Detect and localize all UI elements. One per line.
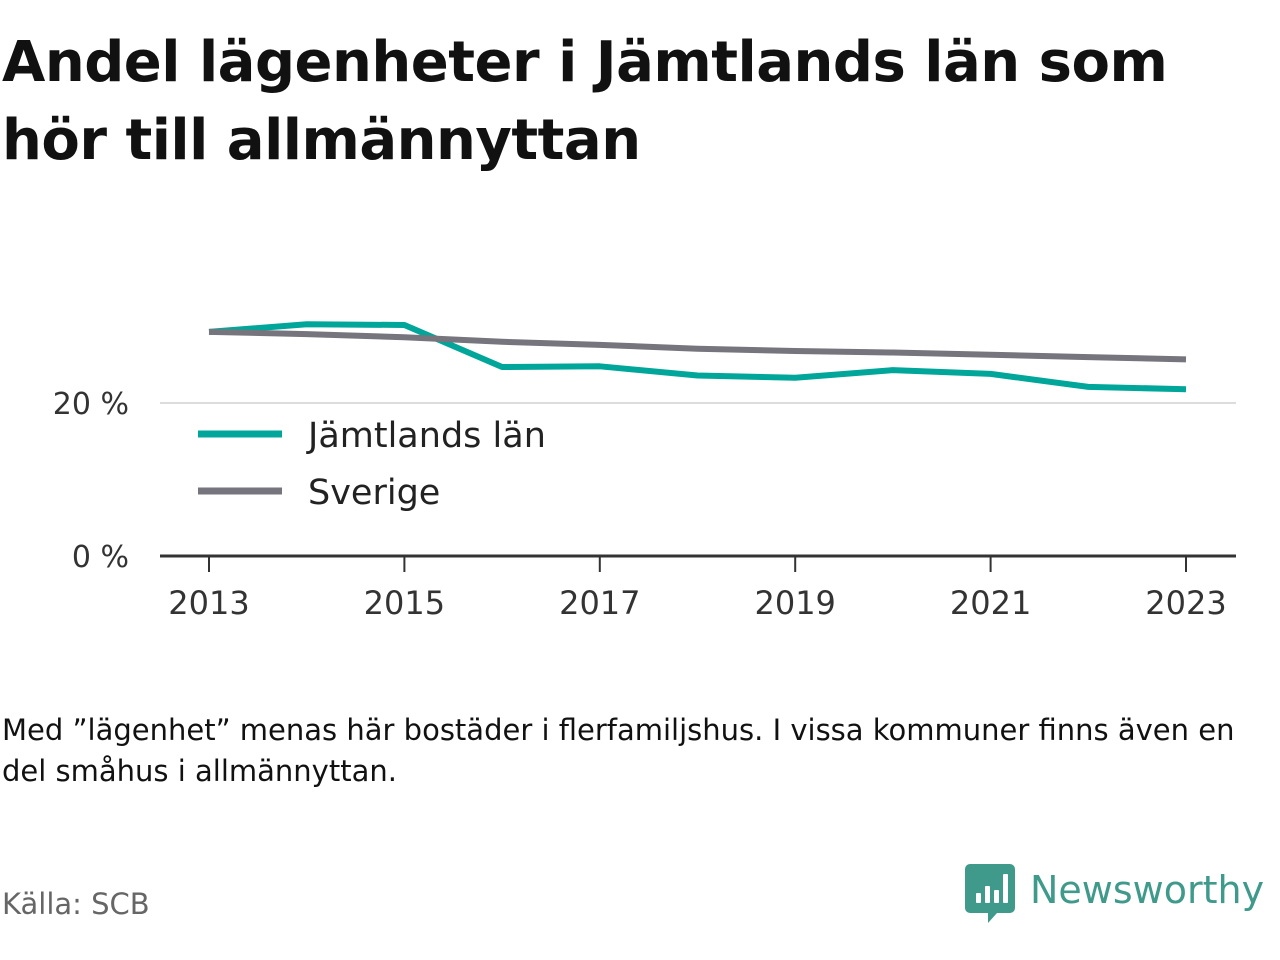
x-tick-label: 2021 <box>950 584 1031 622</box>
legend: Jämtlands län Sverige <box>188 406 564 524</box>
chart-title: Andel lägenheter i Jämtlands län som hör… <box>2 30 1168 173</box>
x-tick-label: 2013 <box>168 584 249 622</box>
series-line-2 <box>208 328 1187 363</box>
brand-logo: Newsworthy <box>964 862 1264 926</box>
newsworthy-logo-icon <box>965 864 1015 923</box>
x-tick-label: 2023 <box>1145 584 1226 622</box>
brand-name: Newsworthy <box>1030 868 1265 912</box>
axes: 0 % 20 % 2013 2015 2017 2019 2021 2023 <box>53 387 1236 622</box>
source-credit: Källa: SCB <box>2 887 150 921</box>
y-tick-label: 0 % <box>72 540 129 575</box>
series-lines <box>208 321 1187 393</box>
y-tick-label: 20 % <box>53 387 129 422</box>
x-tick-label: 2019 <box>754 584 835 622</box>
chart-note: Med ”lägenhet” menas här bostäder i fler… <box>2 713 1235 788</box>
legend-label: Sverige <box>308 473 440 513</box>
legend-label: Jämtlands län <box>306 416 546 456</box>
legend-background <box>188 406 564 524</box>
x-tick-label: 2017 <box>559 584 640 622</box>
series-line-1 <box>208 321 1187 393</box>
x-tick-label: 2015 <box>364 584 445 622</box>
line-chart: Jämtlands län Sverige 0 % 20 % 2013 2015 2017… <box>53 321 1236 622</box>
